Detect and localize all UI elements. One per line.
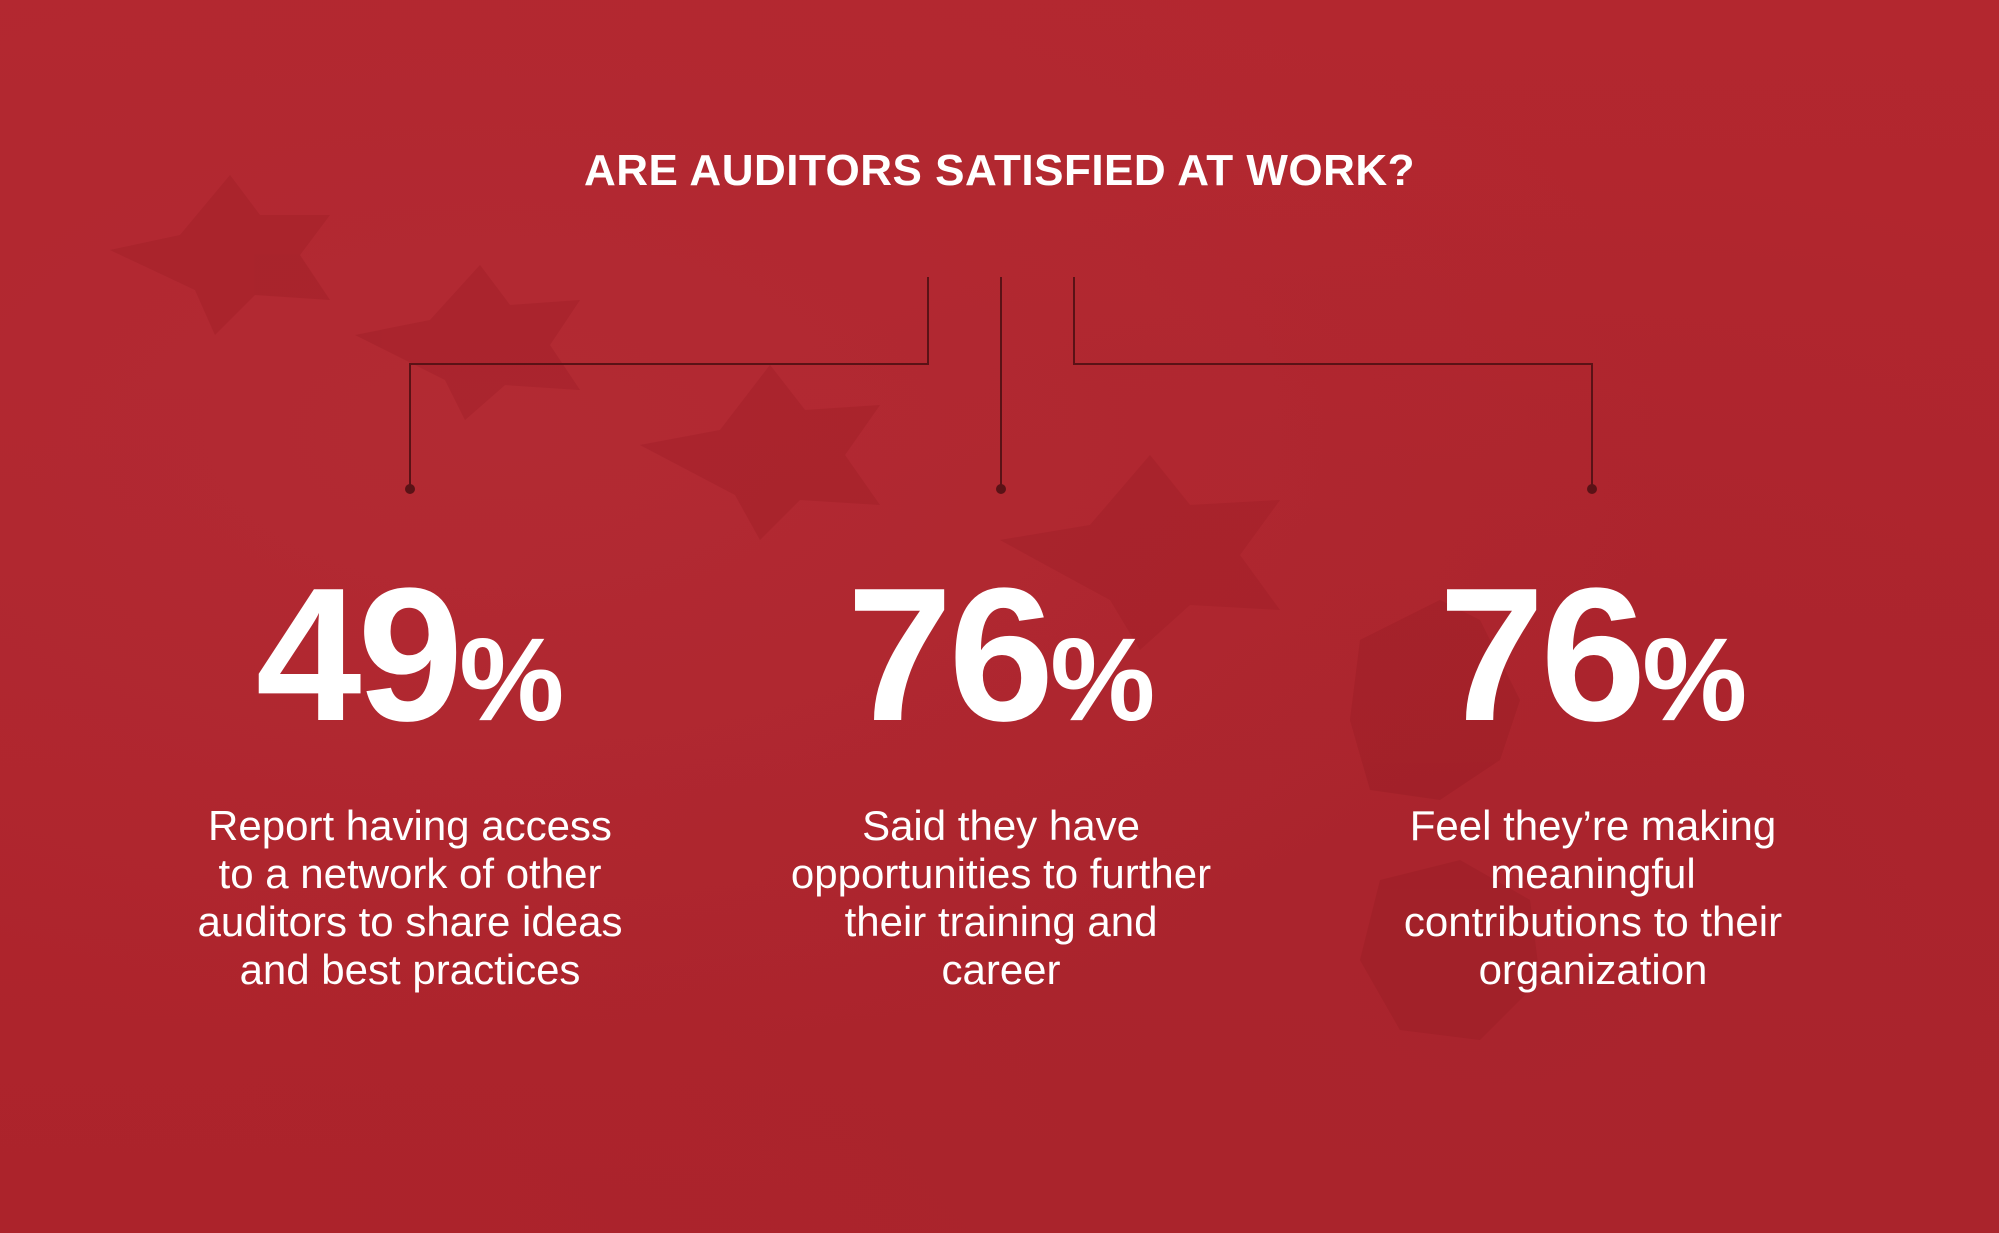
stat-unit: %: [1642, 614, 1748, 746]
connector-left: [409, 277, 929, 487]
connector-dot-left: [405, 484, 415, 494]
stat-description: Feel they’re making meaningful contribut…: [1403, 802, 1783, 993]
stat-unit: %: [1050, 614, 1156, 746]
stat-number: 76: [1438, 549, 1646, 761]
stat-description: Said they have opportunities to further …: [790, 802, 1212, 993]
page-title: ARE AUDITORS SATISFIED AT WORK?: [583, 146, 1416, 195]
stat-value: 49%: [110, 560, 710, 760]
stat-value: 76%: [701, 560, 1301, 760]
stat-description: Report having access to a network of oth…: [197, 802, 623, 993]
connector-dot-middle: [996, 484, 1006, 494]
stat-unit: %: [459, 614, 565, 746]
stat-network-access: 49% Report having access to a network of…: [110, 560, 710, 994]
connector-right: [1073, 277, 1593, 487]
connector-dot-right: [1587, 484, 1597, 494]
stat-value: 76%: [1293, 560, 1893, 760]
stat-number: 76: [846, 549, 1054, 761]
stat-number: 49: [255, 549, 463, 761]
stat-training-opportunities: 76% Said they have opportunities to furt…: [701, 560, 1301, 994]
stat-meaningful-contributions: 76% Feel they’re making meaningful contr…: [1293, 560, 1893, 994]
